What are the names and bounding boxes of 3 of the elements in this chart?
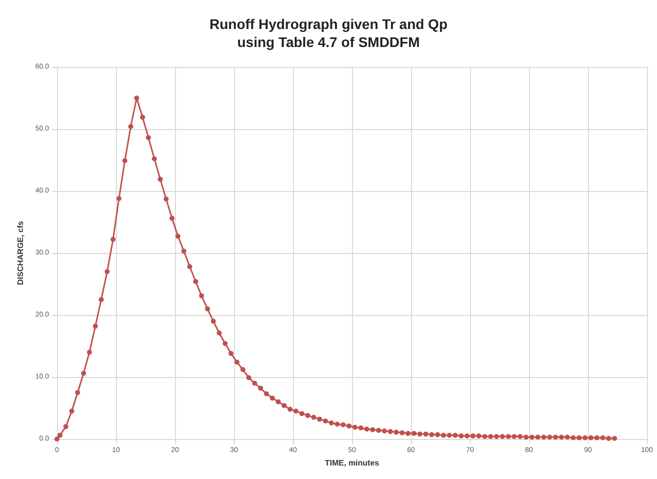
chart-title: Runoff Hydrograph given Tr and Qp using Table 4.7 of SMDDFM <box>210 16 448 50</box>
y-axis-title: DISCHARGE, cfs <box>16 220 25 286</box>
x-axis-title: TIME, minutes <box>324 458 380 468</box>
